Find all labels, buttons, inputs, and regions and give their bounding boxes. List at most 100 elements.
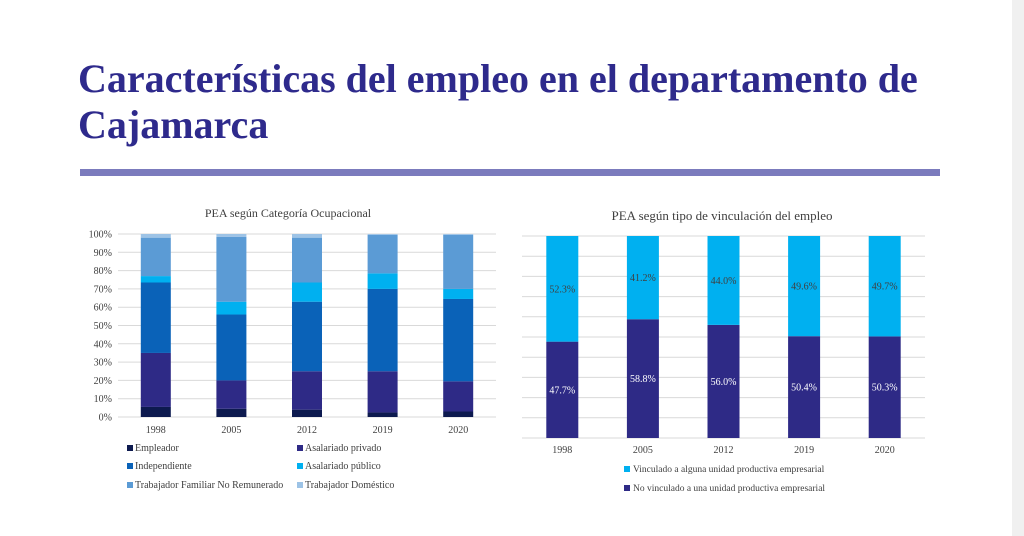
chart-2-bar-segment [788, 236, 821, 337]
chart-1-x-tick-label: 2020 [448, 425, 468, 436]
chart-1-bar-segment [443, 234, 474, 289]
chart-1-bar-segment [140, 352, 171, 407]
chart-2-bar-segment [707, 324, 740, 438]
chart-1-bar-segment [140, 406, 171, 417]
chart-1-bar-segment [216, 314, 247, 381]
chart-2-bar-segment [868, 236, 901, 337]
chart-2-bar-segment [546, 341, 579, 438]
chart-1-bar-segment [292, 282, 322, 302]
chart-1-bar-segment [367, 273, 398, 289]
chart-2-data-label: 56.0% [711, 377, 737, 388]
chart-1-legend-swatch [127, 463, 133, 469]
chart-2-bars [546, 236, 901, 438]
chart-1-legend-label: Trabajador Familiar No Remunerado [135, 480, 283, 491]
chart-2-bar-segment [788, 336, 821, 438]
chart-1-x-tick-label: 1998 [146, 425, 166, 436]
chart-1-bar-segment [367, 234, 398, 235]
chart-2-legend-swatch [624, 485, 630, 491]
chart-2-bar-segment [626, 319, 659, 438]
chart-1-legend-swatch [127, 482, 133, 488]
chart-1-bar-segment [216, 301, 247, 315]
chart-2-data-label: 58.8% [630, 374, 656, 385]
chart-2-data-labels: 47.7% 52.3% 58.8% 41.2% 56.0% 44.0% 50.4% 49.6%… [549, 273, 897, 396]
chart-1-x-tick-label: 2005 [221, 425, 241, 436]
chart-2-data-label: 52.3% [549, 284, 575, 295]
chart-1-bar-segment [443, 288, 474, 299]
chart-1-legend-label: Asalariado privado [305, 443, 381, 454]
chart-1-y-tick-label: 0% [99, 413, 112, 424]
chart-2-legend: Vinculado a alguna unidad productiva emp… [624, 465, 825, 494]
chart-1-bar-segment [367, 371, 398, 413]
chart-1-legend-label: Asalariado público [305, 461, 381, 472]
chart-1-legend-swatch [297, 463, 303, 469]
slide-edge [1012, 0, 1024, 536]
chart-1-bar-segment [292, 371, 322, 410]
chart-1-bar-segment [443, 381, 474, 412]
chart-2-data-label: 49.6% [791, 282, 817, 293]
chart-1-bar-segment [367, 412, 398, 417]
chart-1-bar-segment [292, 409, 322, 417]
chart-1-bar-segment [443, 411, 474, 417]
chart-1-title: PEA según Categoría Ocupacional [205, 206, 372, 220]
chart-1-bar-segment [292, 237, 322, 283]
chart-1-y-tick-label: 60% [94, 303, 112, 314]
chart-1-bar-segment [216, 236, 247, 302]
chart-1-bar-segment [367, 234, 398, 274]
chart-2-legend-label: No vinculado a una unidad productiva emp… [633, 484, 825, 494]
chart-1-bar-segment [140, 237, 171, 277]
chart-1-bars [140, 234, 474, 417]
chart-1-legend-swatch [297, 445, 303, 451]
chart-1-y-tick-label: 10% [94, 394, 112, 405]
chart-1-y-tick-label: 20% [94, 376, 112, 387]
chart-1-bar-segment [367, 288, 398, 372]
chart-1-y-tick-label: 30% [94, 358, 112, 369]
chart-2-x-tick-label: 2020 [875, 445, 895, 456]
chart-1-bar-segment [140, 282, 171, 353]
chart-1-y-tick-label: 100% [89, 230, 112, 241]
slide-title: Características del empleo en el departa… [78, 56, 918, 147]
chart-2-x-tick-label: 2019 [794, 445, 814, 456]
chart-1-x-tick-label: 2019 [373, 425, 393, 436]
chart-1-y-tick-label: 40% [94, 339, 112, 350]
chart-1-legend-swatch [127, 445, 133, 451]
chart-1-legend-label: Empleador [135, 443, 180, 454]
chart-1-legend-label: Trabajador Doméstico [305, 480, 394, 491]
chart-2-title: PEA según tipo de vinculación del empleo [612, 208, 833, 223]
chart-2-bar-segment [707, 236, 740, 325]
chart-2-legend-label: Vinculado a alguna unidad productiva emp… [633, 465, 825, 475]
chart-2-x-tick-label: 1998 [552, 445, 572, 456]
chart-2-x-axis: 1998 2005 2012 2019 2020 [552, 445, 894, 456]
chart-2-data-label: 50.3% [872, 383, 898, 394]
chart-2-data-label: 49.7% [872, 282, 898, 293]
chart-2-data-label: 50.4% [791, 383, 817, 394]
chart-2-legend-swatch [624, 466, 630, 472]
chart-1-bar-segment [216, 408, 247, 417]
chart-1-y-axis: 0% 10% 20% 30% 40% 50% 60% 70% 80% 90% 100% [89, 230, 112, 424]
chart-1-legend: Empleador Asalariado privado Independiente… [127, 443, 394, 491]
chart-1-bar-segment [292, 301, 322, 372]
chart-1-legend-label: Independiente [135, 461, 192, 472]
chart-1-bar-segment [443, 298, 474, 382]
chart-1-y-tick-label: 80% [94, 266, 112, 277]
chart-1-y-tick-label: 70% [94, 284, 112, 295]
chart-2-x-tick-label: 2005 [633, 445, 653, 456]
chart-1-x-axis: 1998 2005 2012 2019 2020 [146, 425, 468, 436]
chart-1-y-tick-label: 50% [94, 321, 112, 332]
chart-2-bar-segment [626, 236, 659, 320]
chart-1-y-tick-label: 90% [94, 248, 112, 259]
chart-2-data-label: 44.0% [711, 276, 737, 287]
chart-1-bar-segment [140, 234, 171, 238]
chart-2-data-label: 41.2% [630, 273, 656, 284]
chart-1-bar-segment [140, 276, 171, 283]
chart-1-legend-swatch [297, 482, 303, 488]
chart-2-bar-segment [868, 336, 901, 438]
title-underline [80, 169, 940, 176]
chart-2-data-label: 47.7% [549, 385, 575, 396]
chart-2-bar-segment [546, 236, 579, 342]
chart-1-bar-segment [216, 380, 247, 409]
chart-2-x-tick-label: 2012 [714, 445, 734, 456]
chart-1-bar-segment [216, 234, 247, 237]
chart-1-x-tick-label: 2012 [297, 425, 317, 436]
chart-1-bar-segment [443, 234, 474, 235]
